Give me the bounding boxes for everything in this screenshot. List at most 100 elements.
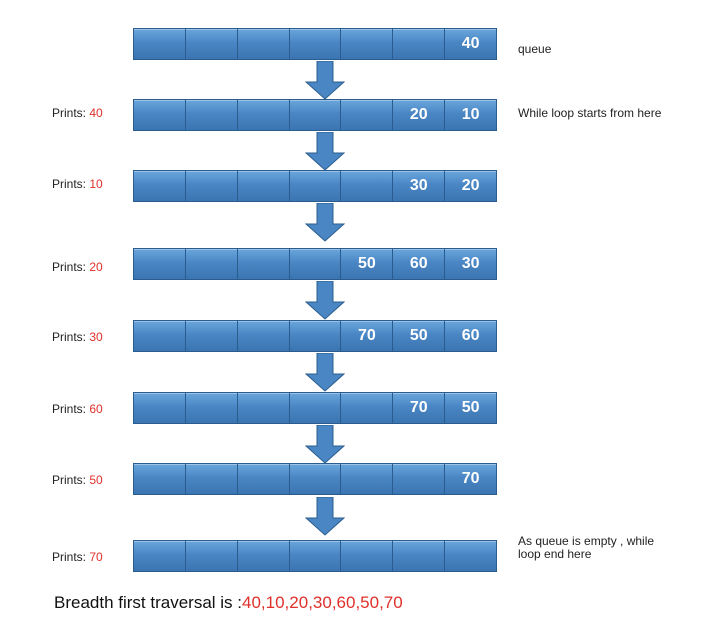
- queue-cell: [236, 28, 290, 60]
- queue-cell: [288, 28, 342, 60]
- print-value: 40: [89, 106, 103, 120]
- queue-cell: [184, 320, 238, 352]
- down-arrow-icon: [305, 497, 345, 536]
- queue-label: queue: [518, 42, 552, 56]
- queue-cell: 50: [444, 392, 498, 424]
- print-label-7: Prints: 70: [52, 550, 103, 564]
- queue-cell: [288, 463, 342, 495]
- queue-row-1: 20 10: [133, 99, 498, 131]
- loop-end-note-line1: As queue is empty , while: [518, 534, 655, 548]
- queue-cell: [392, 28, 446, 60]
- print-label-5: Prints: 60: [52, 402, 103, 416]
- queue-cell: [340, 392, 394, 424]
- queue-cell: [288, 540, 342, 572]
- print-prefix: Prints:: [52, 330, 90, 344]
- print-prefix: Prints:: [52, 473, 90, 487]
- queue-cell: 60: [392, 248, 446, 280]
- loop-end-note-line2: loop end here: [518, 547, 592, 561]
- queue-cell: [184, 248, 238, 280]
- down-arrow-icon: [305, 353, 345, 392]
- queue-cell: [236, 320, 290, 352]
- queue-row-4: 70 50 60: [133, 320, 498, 352]
- print-prefix: Prints:: [52, 550, 90, 564]
- queue-cell: 60: [444, 320, 498, 352]
- print-label-1: Prints: 40: [52, 106, 103, 120]
- print-label-3: Prints: 20: [52, 260, 103, 274]
- print-label-6: Prints: 50: [52, 473, 103, 487]
- result-prefix: Breadth first traversal is :: [54, 593, 243, 612]
- down-arrow-icon: [305, 425, 345, 464]
- queue-cell: [392, 463, 446, 495]
- queue-cell: [184, 28, 238, 60]
- queue-cell: 70: [444, 463, 498, 495]
- queue-cell: [133, 463, 186, 495]
- queue-cell: [288, 170, 342, 202]
- down-arrow-icon: [305, 61, 345, 100]
- queue-cell: [340, 99, 394, 131]
- down-arrow-icon: [305, 281, 345, 320]
- queue-cell: [184, 463, 238, 495]
- print-value: 70: [89, 550, 103, 564]
- result-sequence: 40,10,20,30,60,50,70: [242, 593, 403, 612]
- queue-cell: [288, 392, 342, 424]
- queue-cell: [133, 248, 186, 280]
- queue-cell: [133, 170, 186, 202]
- queue-cell: [236, 463, 290, 495]
- loop-start-note: While loop starts from here: [518, 106, 662, 120]
- queue-cell: [184, 170, 238, 202]
- print-prefix: Prints:: [52, 106, 90, 120]
- queue-row-2: 30 20: [133, 170, 498, 202]
- queue-cell: [236, 170, 290, 202]
- down-arrow-icon: [305, 203, 345, 242]
- queue-row-0: 40: [133, 28, 498, 60]
- queue-cell: 10: [444, 99, 498, 131]
- queue-cell: 70: [340, 320, 394, 352]
- queue-cell: [236, 392, 290, 424]
- print-prefix: Prints:: [52, 177, 90, 191]
- print-value: 50: [89, 473, 103, 487]
- queue-cell: [236, 540, 290, 572]
- queue-row-5: 70 50: [133, 392, 498, 424]
- queue-cell: [133, 99, 186, 131]
- traversal-result: Breadth first traversal is :40,10,20,30,…: [54, 593, 403, 613]
- queue-cell: [184, 392, 238, 424]
- queue-cell: [236, 248, 290, 280]
- queue-cell: [340, 540, 394, 572]
- print-label-2: Prints: 10: [52, 177, 103, 191]
- queue-cell: [340, 28, 394, 60]
- queue-cell: 30: [444, 248, 498, 280]
- down-arrow-icon: [305, 132, 345, 171]
- queue-cell: [288, 99, 342, 131]
- queue-cell: 30: [392, 170, 446, 202]
- queue-cell: [184, 99, 238, 131]
- queue-cell: [288, 320, 342, 352]
- print-value: 60: [89, 402, 103, 416]
- print-label-4: Prints: 30: [52, 330, 103, 344]
- queue-cell: [236, 99, 290, 131]
- queue-cell: [444, 540, 498, 572]
- print-prefix: Prints:: [52, 260, 90, 274]
- queue-cell: [392, 540, 446, 572]
- queue-cell: 50: [340, 248, 394, 280]
- print-prefix: Prints:: [52, 402, 90, 416]
- queue-cell: 20: [444, 170, 498, 202]
- queue-row-7: [133, 540, 498, 572]
- print-value: 10: [89, 177, 103, 191]
- queue-cell: [133, 320, 186, 352]
- print-value: 20: [89, 260, 103, 274]
- queue-row-6: 70: [133, 463, 498, 495]
- queue-cell: [340, 170, 394, 202]
- queue-cell: 20: [392, 99, 446, 131]
- queue-cell: [133, 28, 186, 60]
- queue-cell: [288, 248, 342, 280]
- queue-row-3: 50 60 30: [133, 248, 498, 280]
- queue-cell: [184, 540, 238, 572]
- queue-cell: 70: [392, 392, 446, 424]
- queue-cell: 50: [392, 320, 446, 352]
- queue-cell: [133, 392, 186, 424]
- print-value: 30: [89, 330, 103, 344]
- loop-end-note: As queue is empty , while loop end here: [518, 535, 654, 561]
- queue-cell: 40: [444, 28, 498, 60]
- queue-cell: [133, 540, 186, 572]
